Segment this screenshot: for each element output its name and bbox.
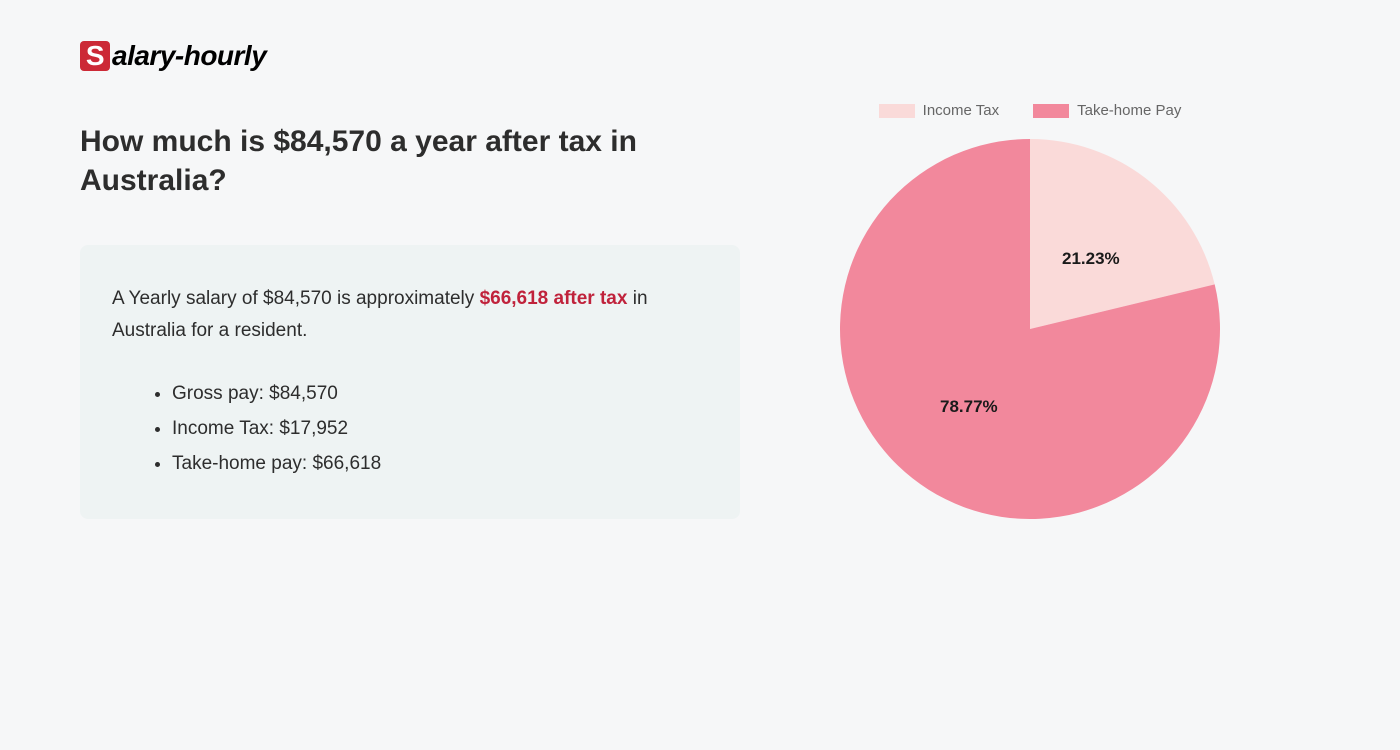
detail-item: Income Tax: $17,952 [172, 411, 708, 446]
page-title: How much is $84,570 a year after tax in … [80, 122, 740, 200]
summary-text: A Yearly salary of $84,570 is approximat… [112, 283, 708, 348]
detail-item: Take-home pay: $66,618 [172, 446, 708, 481]
page-container: Salary-hourly How much is $84,570 a year… [80, 40, 1320, 519]
logo-s-badge: S [80, 41, 110, 71]
legend-item-income-tax: Income Tax [879, 102, 999, 119]
pie-svg [840, 139, 1220, 519]
legend-label: Income Tax [923, 102, 999, 119]
summary-prefix: A Yearly salary of $84,570 is approximat… [112, 288, 480, 309]
legend-swatch [879, 104, 915, 118]
main-row: How much is $84,570 a year after tax in … [80, 122, 1320, 519]
chart-column: Income Tax Take-home Pay 21.23% 78.77% [840, 102, 1220, 519]
legend-swatch [1033, 104, 1069, 118]
detail-item: Gross pay: $84,570 [172, 376, 708, 411]
pie-chart: 21.23% 78.77% [840, 139, 1220, 519]
left-column: How much is $84,570 a year after tax in … [80, 122, 740, 519]
legend-item-take-home: Take-home Pay [1033, 102, 1181, 119]
pie-label-take-home: 78.77% [940, 397, 998, 417]
pie-label-income-tax: 21.23% [1062, 249, 1120, 269]
details-list: Gross pay: $84,570 Income Tax: $17,952 T… [112, 376, 708, 481]
summary-box: A Yearly salary of $84,570 is approximat… [80, 245, 740, 519]
logo-text: alary-hourly [112, 40, 266, 72]
chart-legend: Income Tax Take-home Pay [879, 102, 1182, 119]
summary-highlight: $66,618 after tax [480, 288, 628, 309]
legend-label: Take-home Pay [1077, 102, 1181, 119]
site-logo: Salary-hourly [80, 40, 1320, 72]
